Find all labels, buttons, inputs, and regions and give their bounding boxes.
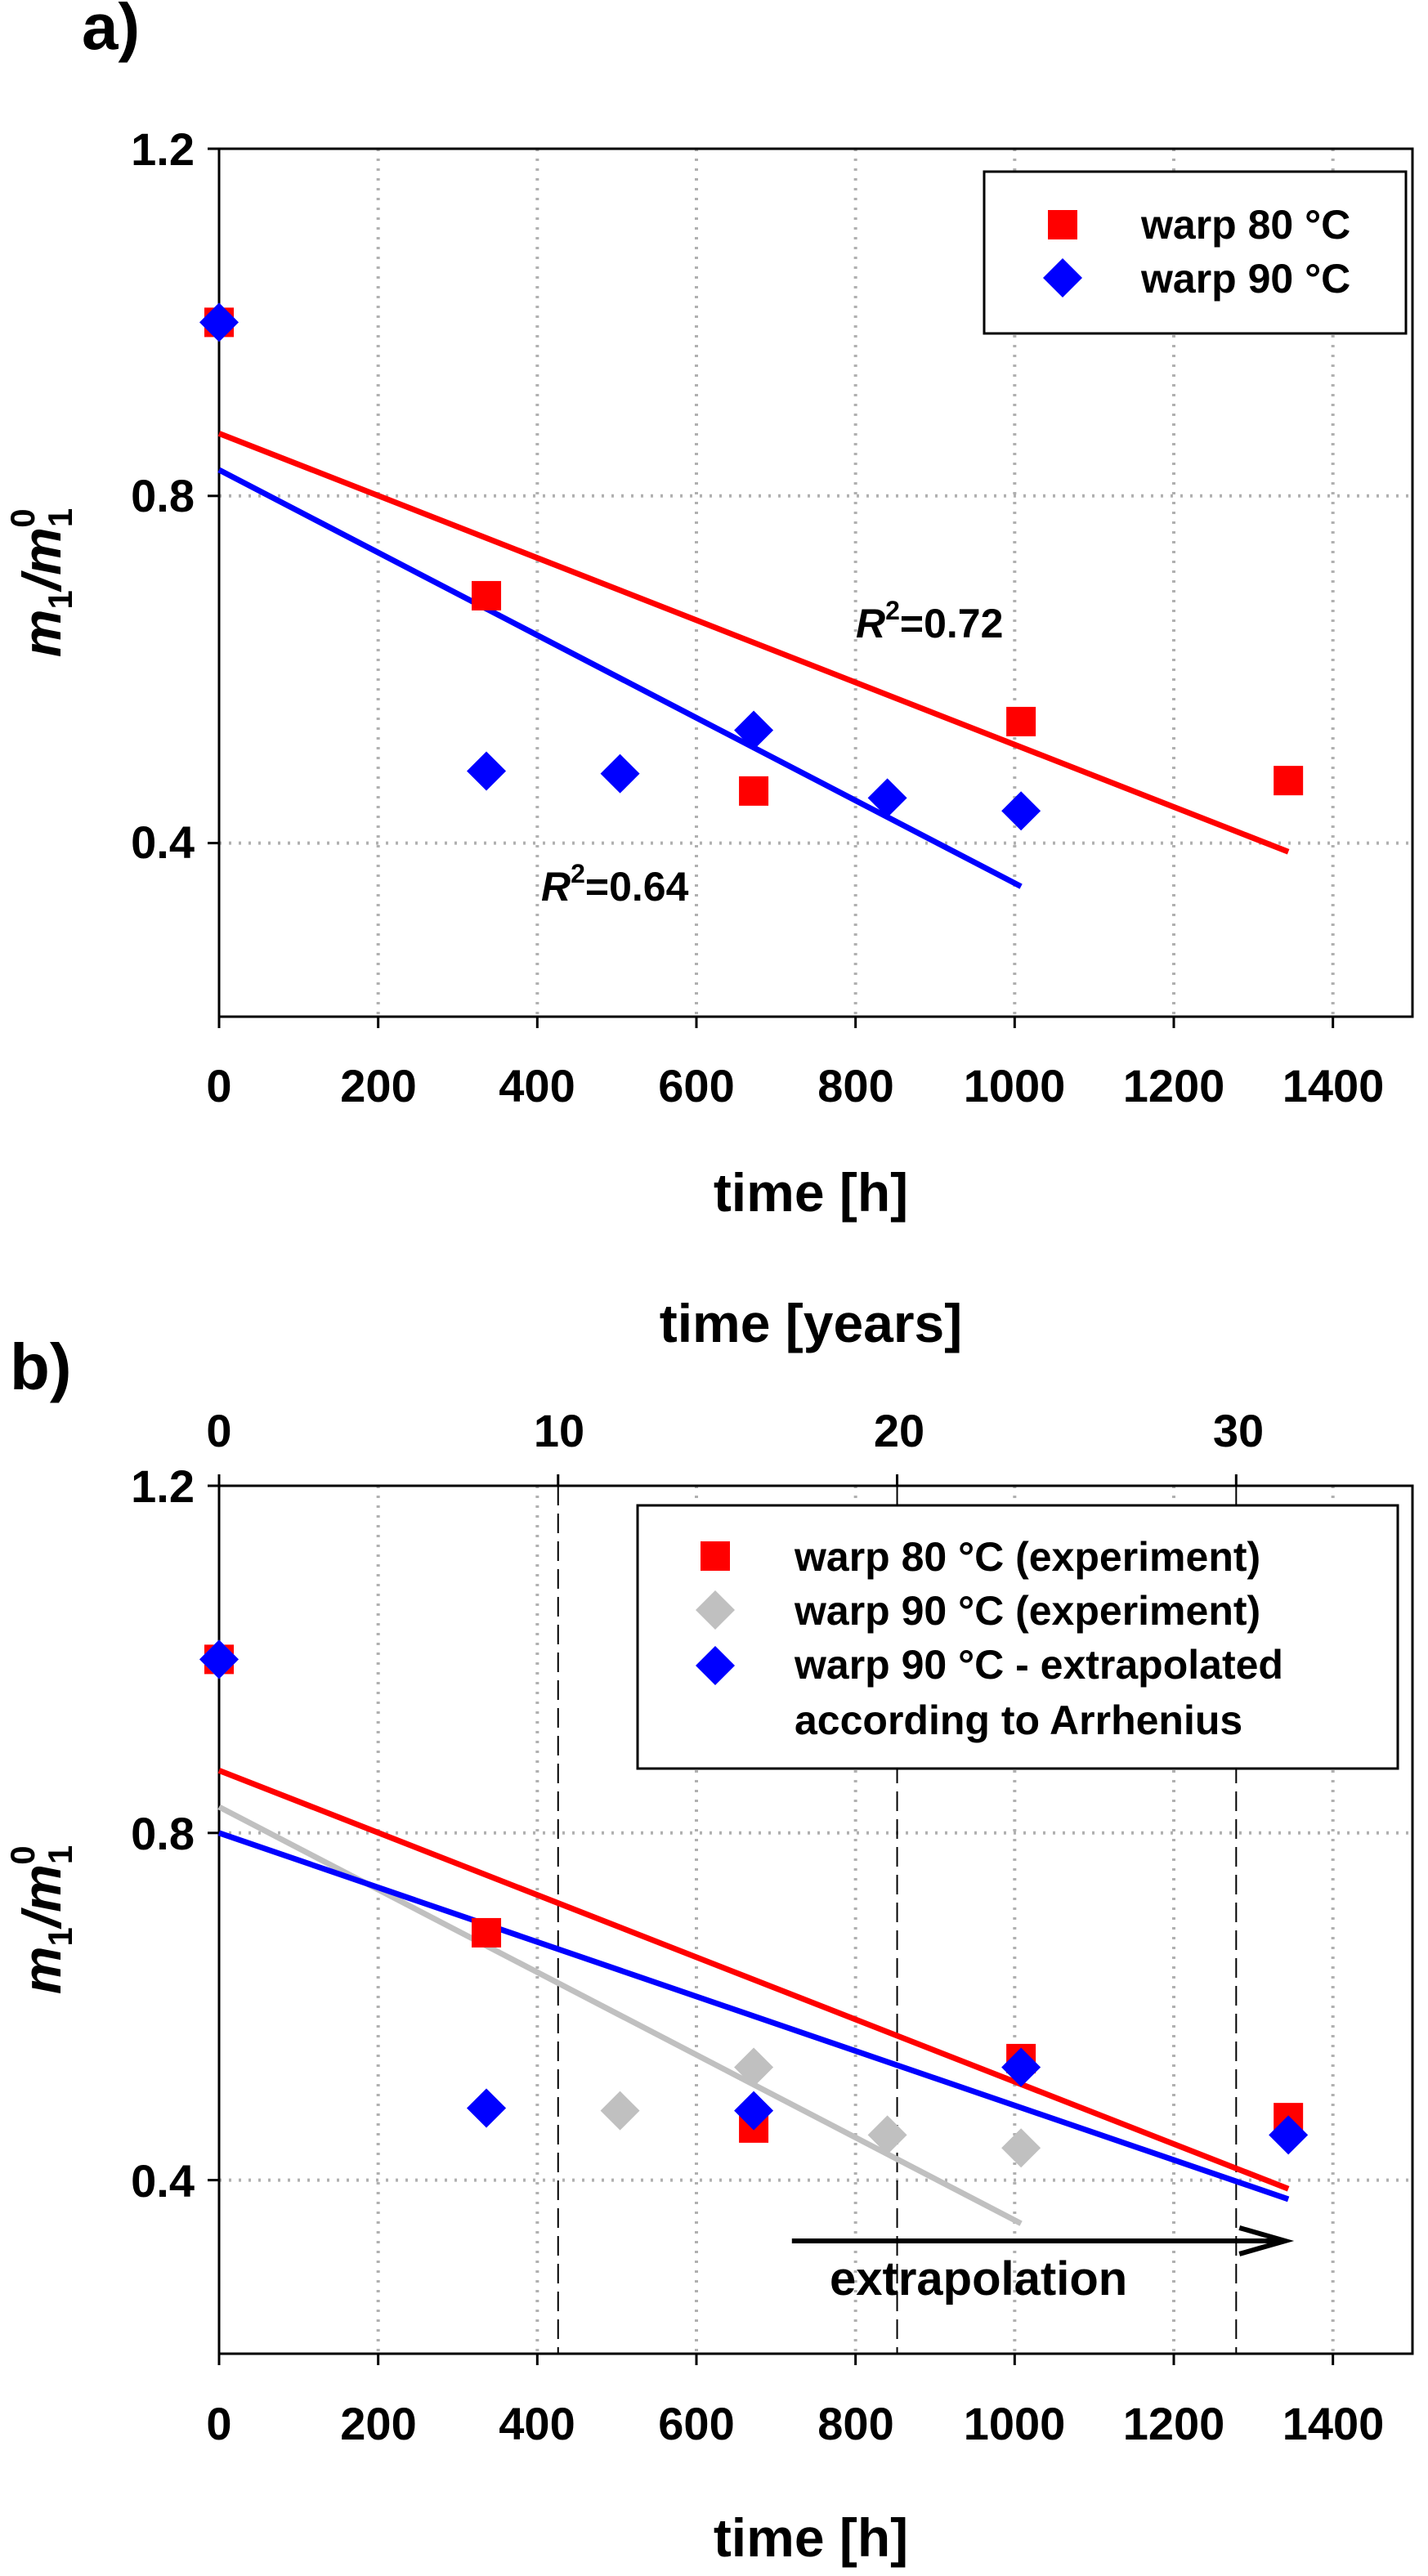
extrapolation-label: extrapolation xyxy=(830,2252,1127,2305)
data-point-diamond xyxy=(467,751,507,791)
data-point-diamond xyxy=(600,754,640,794)
legend-label-b: warp 90 °C (experiment) xyxy=(794,1588,1260,1634)
xtick-label-a: 0 xyxy=(206,1060,231,1111)
data-point-diamond xyxy=(1001,2128,1041,2168)
legend-marker-b xyxy=(701,1541,730,1571)
x-axis-label-b: time [h] xyxy=(714,2507,908,2568)
xtick-label-b: 0 xyxy=(206,2398,231,2449)
panel-a: a) 1.2 0.8 0.4 0 200 400 600 800 1000 12… xyxy=(3,0,1414,1223)
xtick-label-b: 1000 xyxy=(964,2398,1066,2449)
arrow-head xyxy=(1238,2225,1295,2256)
top-xtick-label-b: 0 xyxy=(206,1405,231,1456)
data-point-square xyxy=(472,580,502,610)
data-point-square xyxy=(1274,766,1304,796)
legend-label-a: warp 80 °C xyxy=(1140,202,1350,248)
r2-annotation-a: R2=0.64 xyxy=(541,859,689,910)
legend-marker-b xyxy=(696,1646,735,1685)
ticks-a xyxy=(208,147,1335,1028)
legend-label-a: warp 90 °C xyxy=(1140,256,1350,302)
ytick-label-b: 1.2 xyxy=(131,1460,195,1512)
ytick-label-a: 1.2 xyxy=(131,123,195,175)
legend-label-b: warp 90 °C - extrapolated xyxy=(794,1642,1283,1688)
fit-line xyxy=(217,431,1290,855)
data-point-diamond xyxy=(734,2047,774,2087)
top-xtick-label-b: 30 xyxy=(1213,1405,1264,1456)
xtick-label-b: 1200 xyxy=(1123,2398,1225,2449)
panel-b: b) time [years] 0 10 20 30 1.2 0.8 0.4 0… xyxy=(3,1293,1414,2568)
data-point-diamond xyxy=(199,302,239,342)
data-point-square xyxy=(739,776,769,806)
top-xtick-label-b: 20 xyxy=(874,1405,924,1456)
grid-b xyxy=(219,1486,1412,2354)
xtick-label-b: 800 xyxy=(817,2398,893,2449)
fit-line xyxy=(217,1768,1290,2192)
x-axis-label-a: time [h] xyxy=(714,1162,908,1223)
legend-a: warp 80 °C warp 90 °C xyxy=(983,170,1408,335)
legend-label-b: warp 80 °C (experiment) xyxy=(794,1534,1260,1580)
y-axis-label-a: m1/m10 xyxy=(3,508,79,657)
legend-marker-b xyxy=(696,1590,735,1630)
data-point-square xyxy=(472,1917,502,1948)
y-axis-label-b: m1/m10 xyxy=(3,1845,79,1994)
plot-area-a xyxy=(217,147,1414,1018)
data-point-diamond xyxy=(734,2091,774,2131)
xtick-label-a: 200 xyxy=(340,1060,416,1111)
xtick-label-a: 1200 xyxy=(1123,1060,1225,1111)
legend-box-a xyxy=(983,170,1408,335)
data-point-diamond xyxy=(199,1639,239,1679)
data-point-diamond xyxy=(867,778,907,818)
data-point-diamond xyxy=(600,2091,640,2131)
xtick-label-b: 400 xyxy=(499,2398,575,2449)
xtick-label-a: 400 xyxy=(499,1060,575,1111)
plot-area-b xyxy=(217,1484,1414,2355)
legend-marker-a xyxy=(1048,210,1077,239)
extrapolation-arrow xyxy=(791,2225,1295,2256)
ytick-label-b: 0.4 xyxy=(131,2155,195,2207)
ticks-b xyxy=(208,1474,1335,2365)
data-point-diamond xyxy=(1001,791,1041,831)
xtick-label-a: 800 xyxy=(817,1060,893,1111)
legend-label-b: according to Arrhenius xyxy=(795,1697,1242,1743)
data-points-a xyxy=(199,302,1304,831)
grid-a xyxy=(219,149,1412,1017)
x-axis-top-label-b: time [years] xyxy=(660,1293,963,1353)
r2-annotation-a: R2=0.72 xyxy=(856,596,1003,646)
ytick-label-a: 0.8 xyxy=(131,470,195,521)
fit-line xyxy=(217,1830,1290,2203)
xtick-label-b: 200 xyxy=(340,2398,416,2449)
ytick-label-b: 0.8 xyxy=(131,1808,195,1859)
data-point-square xyxy=(1006,706,1036,736)
xtick-label-a: 1400 xyxy=(1283,1060,1385,1111)
fit-line xyxy=(217,1804,1023,2226)
data-point-diamond xyxy=(467,2088,507,2128)
data-point-diamond xyxy=(734,710,774,750)
panel-b-label: b) xyxy=(10,1330,72,1403)
xtick-label-a: 600 xyxy=(658,1060,734,1111)
data-point-diamond xyxy=(867,2115,907,2155)
xtick-label-a: 1000 xyxy=(964,1060,1066,1111)
panel-a-label: a) xyxy=(82,0,140,63)
data-points-b xyxy=(199,1639,1309,2168)
ytick-label-a: 0.4 xyxy=(131,816,195,868)
xtick-label-b: 600 xyxy=(658,2398,734,2449)
top-xtick-label-b: 10 xyxy=(534,1405,584,1456)
legend-b: warp 80 °C (experiment) warp 90 °C (expe… xyxy=(636,1504,1399,1770)
legend-marker-a xyxy=(1043,258,1082,297)
data-point-diamond xyxy=(1001,2047,1041,2087)
data-point-diamond xyxy=(1269,2115,1309,2155)
xtick-label-b: 1400 xyxy=(1283,2398,1385,2449)
legend-box-b xyxy=(636,1504,1399,1770)
fit-line xyxy=(217,467,1023,889)
